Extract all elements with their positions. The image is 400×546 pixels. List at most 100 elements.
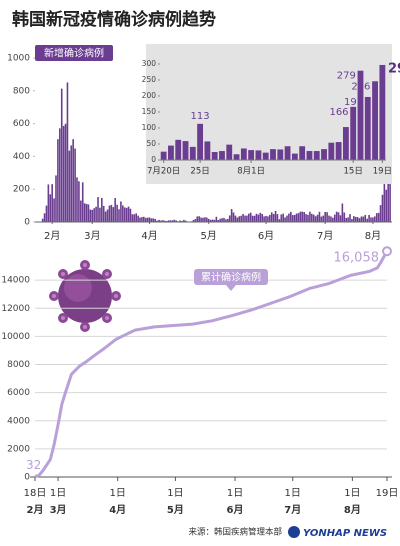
bar (131, 214, 134, 222)
bar (74, 148, 76, 222)
bar (87, 204, 90, 222)
bar (93, 208, 95, 222)
bar (242, 213, 244, 222)
bar (192, 220, 195, 222)
bar (102, 205, 105, 222)
x-tick-label: 3月 (84, 230, 100, 242)
bar (135, 213, 137, 222)
y-tick-label: 2000 (7, 444, 30, 454)
bar (70, 145, 73, 222)
bar (353, 216, 355, 222)
bar (303, 211, 305, 222)
bar (160, 151, 167, 160)
x-tick-label: 8月 (365, 230, 381, 242)
bar (328, 215, 330, 222)
bar (43, 213, 46, 222)
bar (139, 217, 141, 222)
bar (129, 208, 132, 222)
line (34, 250, 389, 479)
bar (236, 217, 239, 222)
bar (169, 220, 172, 222)
bar (314, 216, 317, 222)
bar (311, 213, 313, 222)
bar (219, 151, 225, 160)
bar (267, 216, 269, 222)
bar (183, 219, 185, 222)
bar (112, 207, 115, 222)
bar (78, 181, 80, 222)
bar (120, 201, 122, 222)
bar (356, 217, 359, 222)
bar (351, 219, 353, 222)
x-tick-label: 2月 (44, 230, 60, 242)
bar (335, 142, 342, 160)
x-tick-label: 7月 (317, 230, 333, 242)
y-tick-label: 150 (142, 107, 157, 116)
bar (221, 218, 223, 222)
data-label: 279 (337, 71, 356, 82)
bar (299, 211, 302, 222)
bar (196, 216, 199, 222)
data-label: 32 (26, 458, 41, 472)
bar (387, 181, 389, 222)
bar (110, 204, 113, 222)
bar (316, 214, 319, 222)
bar (362, 216, 365, 222)
bar (299, 146, 306, 160)
y-tick-label: 250 (142, 75, 157, 84)
y-tick-label: 200 (13, 185, 30, 195)
bar (259, 212, 262, 222)
bar (206, 217, 208, 222)
bar (137, 215, 139, 222)
bar (238, 216, 241, 222)
x-tick-label: 18日 (24, 488, 47, 499)
end-point (382, 246, 392, 257)
bar (89, 209, 92, 222)
bar (270, 212, 273, 222)
bar (204, 217, 206, 222)
bar (270, 149, 276, 160)
bar (158, 219, 160, 222)
bar (379, 205, 382, 222)
x-tick-label: 1日 (167, 488, 183, 499)
bar (156, 220, 158, 222)
bar (55, 175, 57, 222)
bar (345, 217, 347, 222)
data-label: 166 (329, 107, 348, 118)
bar (328, 142, 335, 160)
bar (357, 70, 364, 160)
x-tick-month: 4月 (109, 504, 126, 516)
x-tick-month: 2月 (27, 504, 44, 516)
bar (167, 220, 170, 222)
y-tick-label: 4000 (7, 416, 30, 426)
bar (59, 128, 61, 222)
bar (364, 96, 371, 160)
bar (49, 194, 52, 222)
bar (274, 211, 277, 222)
bar (290, 211, 292, 222)
bar (307, 214, 309, 222)
bar (377, 212, 380, 222)
data-label: 197 (344, 97, 363, 108)
bar (309, 211, 311, 222)
bar (175, 139, 182, 160)
bar (381, 194, 384, 222)
bar (101, 197, 103, 222)
bar (295, 213, 298, 222)
bar (339, 215, 342, 222)
bar (182, 141, 189, 160)
bar (232, 212, 235, 222)
bar (57, 139, 59, 222)
bar (282, 213, 284, 222)
bar (360, 216, 363, 222)
bar (253, 215, 256, 222)
bar (97, 197, 99, 222)
x-tick-month: 5月 (167, 504, 184, 516)
y-tick-label: 1000 (7, 54, 30, 64)
bar (341, 203, 344, 222)
bar (257, 214, 260, 222)
bar (226, 144, 233, 160)
bar (306, 151, 313, 160)
bar (76, 177, 78, 222)
bar (312, 214, 315, 222)
